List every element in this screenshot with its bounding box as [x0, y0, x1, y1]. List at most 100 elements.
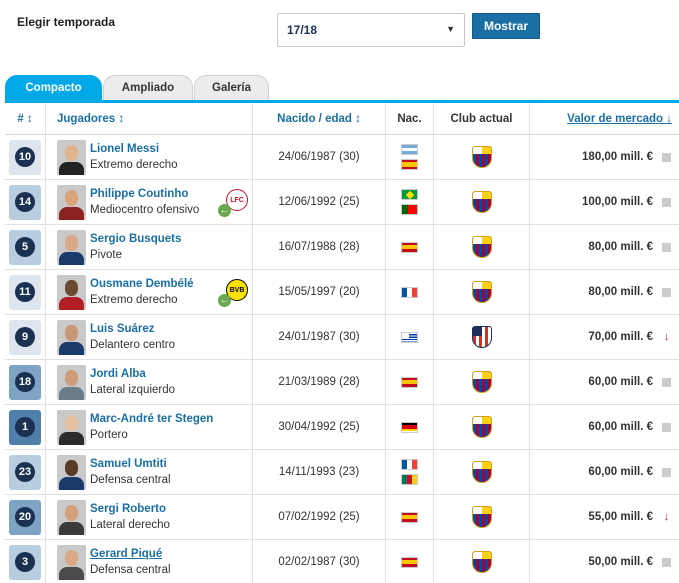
barcelona-crest-icon[interactable] — [471, 461, 492, 483]
sort-value-header[interactable]: Valor de mercado ↓ — [567, 112, 672, 125]
player-name-link[interactable]: Sergio Busquets — [90, 233, 182, 245]
tab-galeria[interactable]: Galería — [194, 75, 269, 100]
birthdate-age: 12/06/1992 (25) — [253, 180, 386, 224]
portugal-flag-icon — [401, 204, 418, 215]
player-name-link[interactable]: Sergi Roberto — [90, 503, 167, 515]
player-photo[interactable] — [57, 229, 86, 265]
current-club-cell — [434, 495, 530, 539]
table-row: 20 Sergi Roberto Lateral derecho 07/02/1992… — [5, 495, 679, 540]
shirt-number: 3 — [15, 552, 35, 572]
market-value[interactable]: 60,00 mill. € — [588, 421, 653, 433]
birthdate-age: 15/05/1997 (20) — [253, 270, 386, 314]
player-photo[interactable] — [57, 454, 86, 490]
player-position: Lateral derecho — [90, 519, 170, 531]
player-name-link[interactable]: Jordi Alba — [90, 368, 146, 380]
player-photo[interactable] — [57, 139, 86, 175]
shirt-number: 18 — [15, 372, 35, 392]
market-value[interactable]: 100,00 mill. € — [582, 196, 653, 208]
player-photo[interactable] — [57, 364, 86, 400]
previous-club[interactable]: LFC ← — [218, 189, 248, 217]
barcelona-crest-icon[interactable] — [471, 371, 492, 393]
birthdate-age: 21/03/1989 (28) — [253, 360, 386, 404]
player-name-link[interactable]: Samuel Umtiti — [90, 458, 167, 470]
shirt-number-box: 10 — [9, 139, 41, 175]
player-name-link[interactable]: Gerard Piqué — [90, 548, 163, 560]
player-photo[interactable] — [57, 499, 86, 535]
shirt-number-box: 23 — [9, 454, 41, 490]
shirt-number-cell: 3 — [5, 540, 46, 583]
player-photo[interactable] — [57, 274, 86, 310]
player-photo[interactable] — [57, 544, 86, 580]
player-position: Defensa central — [90, 564, 171, 576]
current-club-cell — [434, 135, 530, 179]
player-photo[interactable] — [57, 319, 86, 355]
atletico-crest-icon[interactable] — [471, 326, 492, 348]
market-value-cell: 60,00 mill. € — [530, 360, 679, 404]
market-value[interactable]: 70,00 mill. € — [588, 331, 653, 343]
market-value[interactable]: 50,00 mill. € — [588, 556, 653, 568]
market-value[interactable]: 55,00 mill. € — [588, 511, 653, 523]
birthdate-age: 07/02/1992 (25) — [253, 495, 386, 539]
player-name-link[interactable]: Luis Suárez — [90, 323, 155, 335]
shirt-number-box: 1 — [9, 409, 41, 445]
shirt-number: 14 — [15, 192, 35, 212]
season-label: Elegir temporada — [17, 15, 116, 29]
shirt-number-box: 18 — [9, 364, 41, 400]
uruguay-flag-icon — [401, 331, 418, 343]
barcelona-crest-icon[interactable] — [471, 146, 492, 168]
player-position: Extremo derecho — [90, 294, 178, 306]
player-cell: Lionel Messi Extremo derecho — [46, 135, 253, 179]
player-position: Extremo derecho — [90, 159, 178, 171]
market-value[interactable]: 80,00 mill. € — [588, 241, 653, 253]
player-position: Defensa central — [90, 474, 171, 486]
show-button[interactable]: Mostrar — [472, 13, 540, 39]
shirt-number-cell: 11 — [5, 270, 46, 314]
barcelona-crest-icon[interactable] — [471, 551, 492, 573]
barcelona-crest-icon[interactable] — [471, 506, 492, 528]
market-value-cell: 80,00 mill. € — [530, 270, 679, 314]
player-name-link[interactable]: Ousmane Dembélé — [90, 278, 194, 290]
barcelona-crest-icon[interactable] — [471, 281, 492, 303]
nationality-cell — [386, 270, 434, 314]
player-name-link[interactable]: Marc-André ter Stegen — [90, 413, 214, 425]
no-change-icon — [662, 557, 671, 567]
shirt-number-cell: 20 — [5, 495, 46, 539]
player-photo[interactable] — [57, 409, 86, 445]
barcelona-crest-icon[interactable] — [471, 236, 492, 258]
market-value[interactable]: 60,00 mill. € — [588, 376, 653, 388]
player-name-link[interactable]: Philippe Coutinho — [90, 188, 189, 200]
no-change-icon — [662, 242, 671, 252]
spain-flag-icon — [401, 556, 418, 568]
table-row: 11 Ousmane Dembélé Extremo derecho BVB ← 15/0… — [5, 270, 679, 315]
player-photo[interactable] — [57, 184, 86, 220]
birthdate-age: 24/01/1987 (30) — [253, 315, 386, 359]
liverpool-crest-icon: LFC — [226, 189, 248, 211]
dortmund-crest-icon: BVB — [226, 279, 248, 301]
chevron-down-icon: ▼ — [446, 24, 455, 34]
previous-club[interactable]: BVB ← — [218, 279, 248, 307]
player-cell: Ousmane Dembélé Extremo derecho BVB ← — [46, 270, 253, 314]
sort-born-header[interactable]: Nacido / edad ↕ — [253, 103, 386, 134]
player-cell: Philippe Coutinho Mediocentro ofensivo LFC… — [46, 180, 253, 224]
player-name-link[interactable]: Lionel Messi — [90, 143, 160, 155]
birthdate-age: 30/04/1992 (25) — [253, 405, 386, 449]
barcelona-crest-icon[interactable] — [471, 191, 492, 213]
market-value[interactable]: 180,00 mill. € — [582, 151, 653, 163]
player-position: Portero — [90, 429, 128, 441]
market-value-cell: 60,00 mill. € — [530, 405, 679, 449]
sort-number-header[interactable]: # ↕ — [5, 103, 46, 134]
shirt-number: 11 — [15, 282, 35, 302]
shirt-number-cell: 9 — [5, 315, 46, 359]
sort-player-header[interactable]: Jugadores ↕ — [46, 103, 253, 134]
player-cell: Sergi Roberto Lateral derecho — [46, 495, 253, 539]
spain-flag-icon — [401, 241, 418, 253]
market-value[interactable]: 80,00 mill. € — [588, 286, 653, 298]
season-select[interactable]: 17/18 ▼ — [277, 13, 465, 47]
tab-ampliado[interactable]: Ampliado — [103, 75, 193, 100]
tab-compacto[interactable]: Compacto — [5, 75, 102, 100]
nationality-cell — [386, 315, 434, 359]
barcelona-crest-icon[interactable] — [471, 416, 492, 438]
shirt-number: 5 — [15, 237, 35, 257]
shirt-number-box: 5 — [9, 229, 41, 265]
market-value[interactable]: 60,00 mill. € — [588, 466, 653, 478]
